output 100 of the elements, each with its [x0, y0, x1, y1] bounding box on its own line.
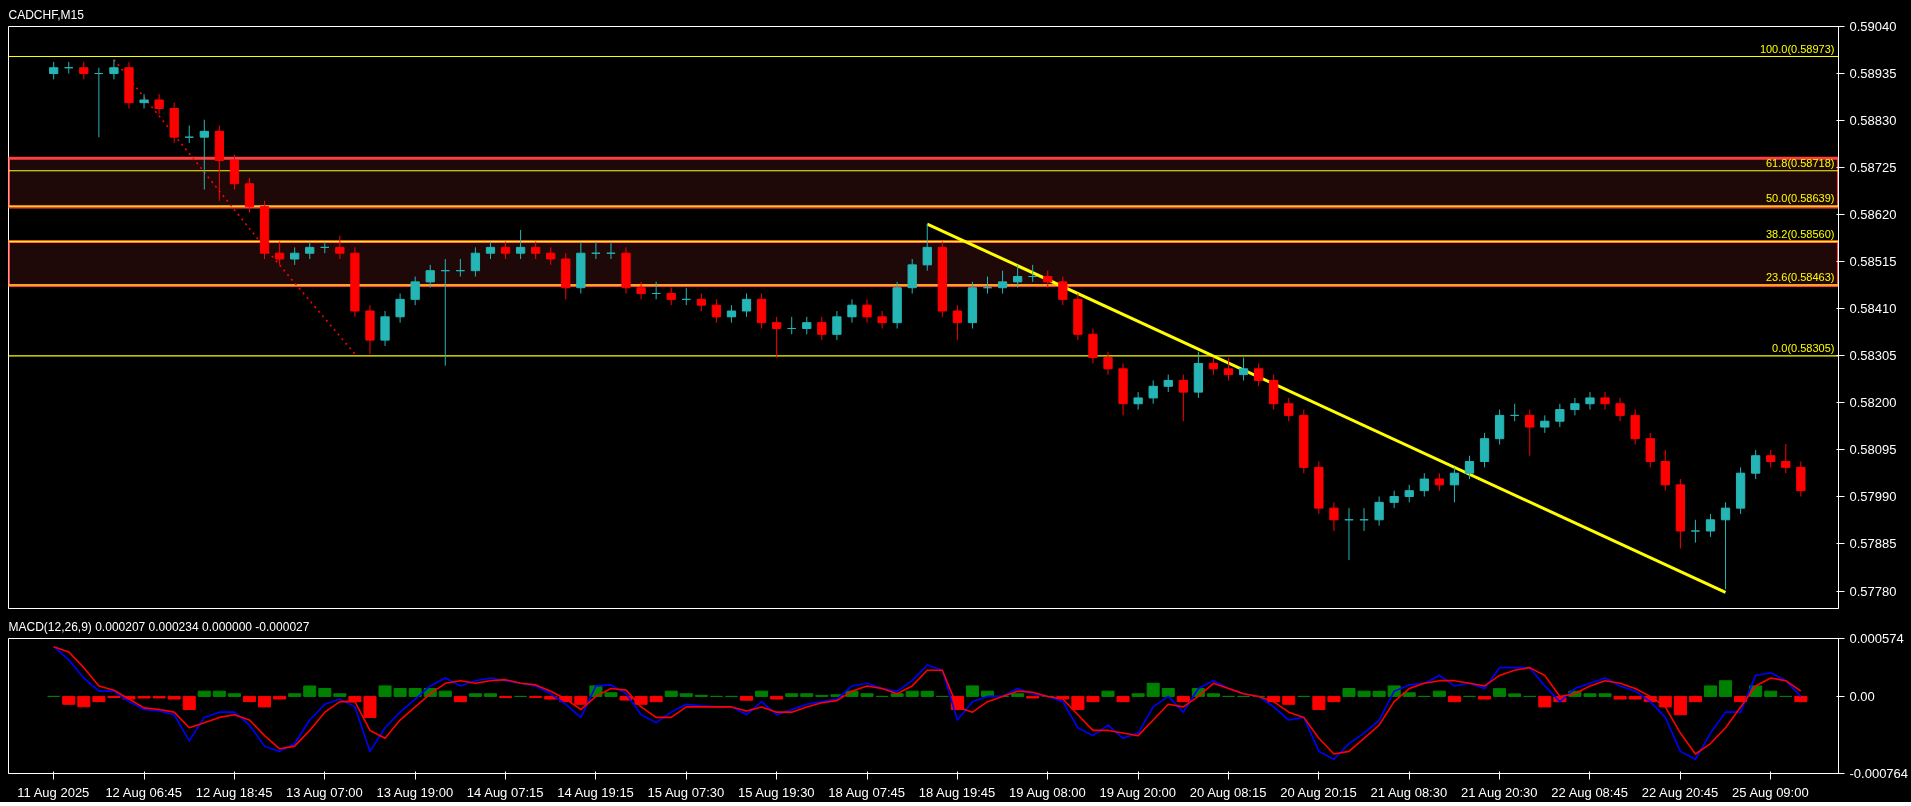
bar — [1658, 695, 1672, 708]
candlestick — [1751, 449, 1761, 480]
bar — [1688, 695, 1702, 703]
bar — [212, 690, 226, 697]
x-tick-label: 11 Aug 2025 — [17, 784, 90, 800]
ref-line-label: 0.0(0.58305) — [1772, 341, 1835, 354]
candlestick — [1449, 466, 1460, 503]
candlestick — [470, 246, 481, 277]
bar — [1478, 695, 1492, 700]
candlestick — [1781, 443, 1791, 474]
candlestick — [817, 316, 827, 341]
candlestick — [1479, 432, 1490, 468]
candlestick — [335, 235, 345, 260]
candlestick — [847, 298, 857, 324]
bar — [288, 693, 302, 697]
candlestick — [199, 119, 209, 191]
y-tick-label: 0.58935 — [1849, 66, 1897, 82]
bar — [258, 695, 272, 708]
candlestick — [1690, 519, 1701, 544]
candlestick — [1148, 379, 1158, 405]
bar — [755, 690, 769, 697]
candlestick — [1223, 357, 1234, 381]
candlestick — [274, 241, 285, 266]
bar — [785, 693, 799, 697]
bar — [1764, 690, 1778, 697]
bar — [1432, 690, 1446, 697]
y-tick-label: 0.58725 — [1849, 160, 1897, 176]
candlestick — [410, 276, 420, 306]
bar — [664, 690, 678, 697]
bar — [333, 693, 347, 697]
candlestick — [1600, 391, 1610, 411]
bar — [1673, 695, 1687, 716]
bar — [800, 693, 814, 697]
candlestick — [1012, 264, 1023, 289]
candlestick — [1329, 501, 1339, 532]
candlestick — [380, 310, 390, 347]
bar — [1493, 688, 1507, 697]
y-tick-label: 0.58200 — [1849, 395, 1897, 411]
bar — [453, 695, 467, 703]
x-tick-label: 20 Aug 08:15 — [1189, 784, 1267, 800]
candlestick — [425, 264, 435, 289]
candlestick — [907, 258, 917, 295]
ref-line-label: 38.2(0.58560) — [1766, 227, 1835, 240]
candlestick — [1133, 391, 1143, 411]
x-tick-label: 15 Aug 07:30 — [647, 784, 725, 800]
y-tick-label: 0.58515 — [1849, 254, 1897, 270]
candlestick — [1615, 397, 1625, 422]
bar — [1116, 695, 1130, 703]
bar — [1131, 693, 1145, 697]
y-tick-label: 0.58620 — [1849, 207, 1897, 223]
candlestick — [1419, 472, 1429, 497]
x-tick-label: 20 Aug 20:15 — [1280, 784, 1357, 800]
bar — [1719, 680, 1733, 697]
candlestick — [922, 223, 932, 272]
x-tick-label: 12 Aug 18:45 — [195, 784, 273, 800]
bar — [770, 695, 784, 700]
x-tick-label: 14 Aug 19:15 — [557, 784, 634, 800]
candlestick — [109, 59, 119, 80]
candlestick — [1525, 409, 1535, 457]
bar — [182, 695, 196, 711]
bar — [905, 690, 919, 697]
bar — [890, 693, 904, 697]
candlestick — [139, 93, 149, 109]
bar — [1794, 695, 1808, 703]
bar — [77, 695, 91, 708]
bar — [1282, 695, 1296, 705]
x-tick-label: 22 Aug 08:45 — [1551, 784, 1628, 800]
ref-line-label: 23.6(0.58463) — [1766, 271, 1835, 284]
x-tick-label: 19 Aug 08:00 — [1009, 784, 1086, 800]
ref-line-label: 100.0(0.58973) — [1759, 42, 1835, 55]
candlestick — [877, 310, 887, 329]
candlestick — [1284, 397, 1294, 422]
candlestick — [1464, 455, 1475, 480]
bar — [1101, 690, 1115, 697]
chart-title: CADCHF,M15 — [8, 7, 85, 22]
y-tick-label: 0.58305 — [1849, 348, 1897, 364]
candlestick — [1269, 374, 1279, 411]
x-tick-label: 13 Aug 19:00 — [376, 784, 454, 800]
bar — [273, 695, 287, 700]
x-tick-label: 25 Aug 09:00 — [1732, 784, 1809, 800]
candlestick — [1555, 403, 1565, 428]
candlestick — [1103, 351, 1113, 376]
candlestick — [244, 177, 255, 213]
bar — [483, 693, 497, 697]
bar — [438, 690, 452, 697]
x-tick-label: 12 Aug 06:45 — [105, 784, 183, 800]
bar — [1402, 692, 1416, 697]
candlestick — [1570, 397, 1580, 416]
y-tick-label: 0.58410 — [1849, 301, 1897, 317]
bar — [62, 695, 76, 705]
x-tick-label: 13 Aug 07:00 — [286, 784, 363, 800]
x-tick-label: 19 Aug 20:00 — [1099, 784, 1177, 800]
y-tick-label: 0.58830 — [1849, 113, 1897, 129]
bar — [679, 693, 693, 697]
x-tick-label: 22 Aug 20:45 — [1641, 784, 1719, 800]
y-tick-label: 0.58095 — [1849, 442, 1897, 458]
x-tick-label: 15 Aug 19:30 — [737, 784, 815, 800]
x-tick-label: 21 Aug 20:30 — [1460, 784, 1538, 800]
bar — [303, 685, 317, 697]
bar — [1703, 685, 1717, 697]
